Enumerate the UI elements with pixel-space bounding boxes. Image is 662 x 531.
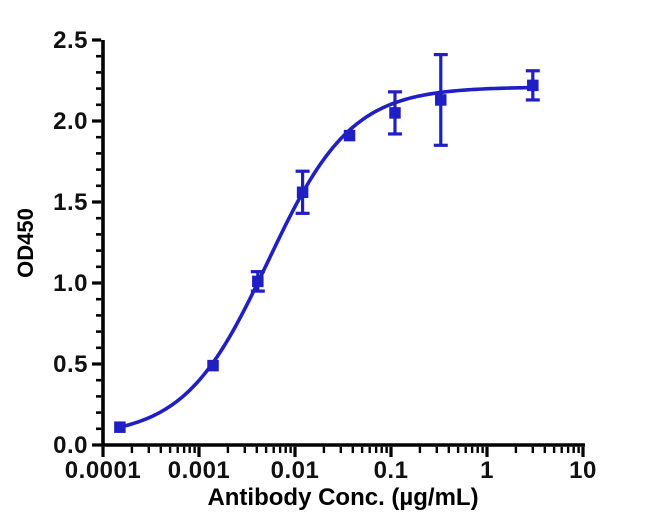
y-tick-label: 2.0	[53, 108, 88, 135]
y-tick-label: 1.5	[53, 189, 88, 216]
fit-curve	[119, 85, 533, 429]
x-tick-label: 1	[480, 457, 494, 484]
y-tick-label: 1.0	[53, 270, 88, 297]
plot-layer: 0.0 0.5 1.0 1.5 2.0 2.5 0.0001 0.001 0.01 0.1 1 10	[53, 27, 597, 484]
x-axis-title: Antibody Conc. (µg/mL)	[207, 484, 478, 511]
data-point	[207, 359, 219, 372]
x-tick-label: 0.1	[374, 457, 409, 484]
data-point	[389, 107, 401, 119]
y-tick-label: 2.5	[53, 27, 88, 54]
data-point	[343, 129, 356, 142]
data-point	[435, 94, 447, 106]
y-tick-label: 0.0	[53, 432, 88, 459]
x-tick-label: 10	[569, 457, 597, 484]
x-tick-label: 0.001	[168, 457, 231, 484]
data-point	[296, 186, 309, 199]
x-tick-label: 0.0001	[65, 457, 141, 484]
x-tick-label: 0.01	[271, 457, 320, 484]
data-point	[252, 275, 264, 288]
data-point	[527, 79, 539, 92]
y-axis-title: OD450	[13, 208, 38, 278]
y-tick-label: 0.5	[53, 351, 88, 378]
data-point	[114, 421, 126, 433]
